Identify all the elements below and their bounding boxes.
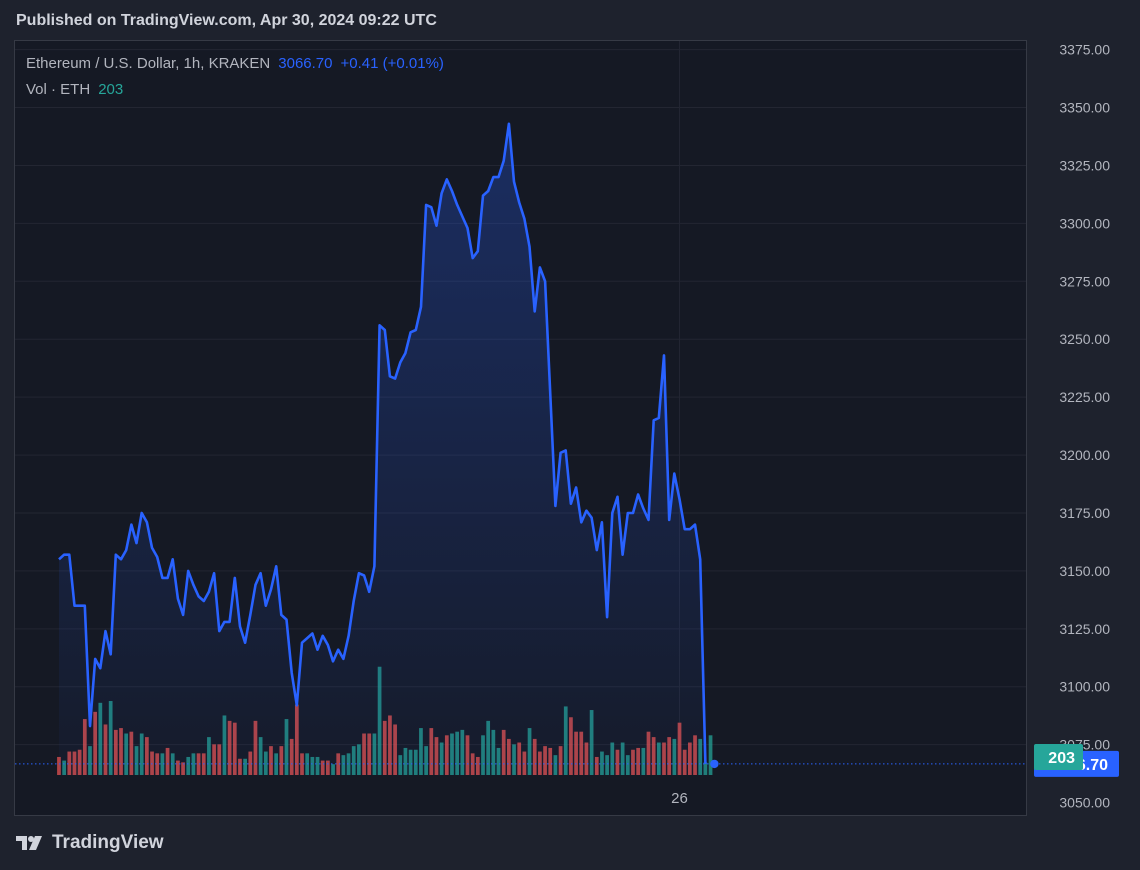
volume-value: 203 [98,81,124,98]
y-tick-label: 3225.00 [1059,389,1110,405]
y-tick-label: 3325.00 [1059,157,1110,173]
y-tick-label: 3175.00 [1059,505,1110,521]
price-area-fill [59,123,706,775]
last-volume-badge-text: 203 [1048,750,1075,767]
y-tick-label: 3350.00 [1059,100,1110,116]
volume-bar [57,756,61,775]
y-tick-label: 3125.00 [1059,621,1110,637]
y-tick-label: 3100.00 [1059,679,1110,695]
time-axis[interactable]: 262728293018:00 [671,790,1140,807]
y-tick-label: 3250.00 [1059,331,1110,347]
last-price-value: 3066.70 [278,55,333,72]
tradingview-logo[interactable]: TradingView [16,832,164,854]
x-tick-label: 26 [671,790,688,807]
volume-bar [708,735,713,775]
price-change: +0.41 (+0.01%) [340,55,444,72]
volume-legend-row[interactable]: Vol · ETH 203 [26,80,444,106]
tradingview-logo-icon [16,836,42,850]
price-axis[interactable]: 3375.00 3350.00 3325.00 3300.00 3275.00 3250.… [1059,42,1110,811]
price-line [58,122,707,764]
y-tick-label: 3200.00 [1059,447,1110,463]
last-volume-badge [1034,744,1083,770]
last-value-labels: 3066.70203 [1034,744,1119,777]
y-tick-label: 3375.00 [1059,42,1110,58]
y-tick-label: 3050.00 [1059,795,1110,811]
volume-label: Vol · ETH [26,81,91,98]
symbol-text: Ethereum / U.S. Dollar, 1h, KRAKEN [26,55,271,72]
y-tick-label: 3275.00 [1059,273,1110,289]
tradingview-brand: TradingView [52,832,164,853]
symbol-legend-row[interactable]: Ethereum / U.S. Dollar, 1h, KRAKEN 3066.7… [26,54,444,80]
published-header: Published on TradingView.com, Apr 30, 20… [16,12,437,29]
last-price-marker [710,759,719,769]
y-tick-label: 3300.00 [1059,215,1110,231]
y-tick-label: 3150.00 [1059,563,1110,579]
price-area [15,122,1026,775]
chart-legend: Ethereum / U.S. Dollar, 1h, KRAKEN 3066.7… [26,54,444,106]
